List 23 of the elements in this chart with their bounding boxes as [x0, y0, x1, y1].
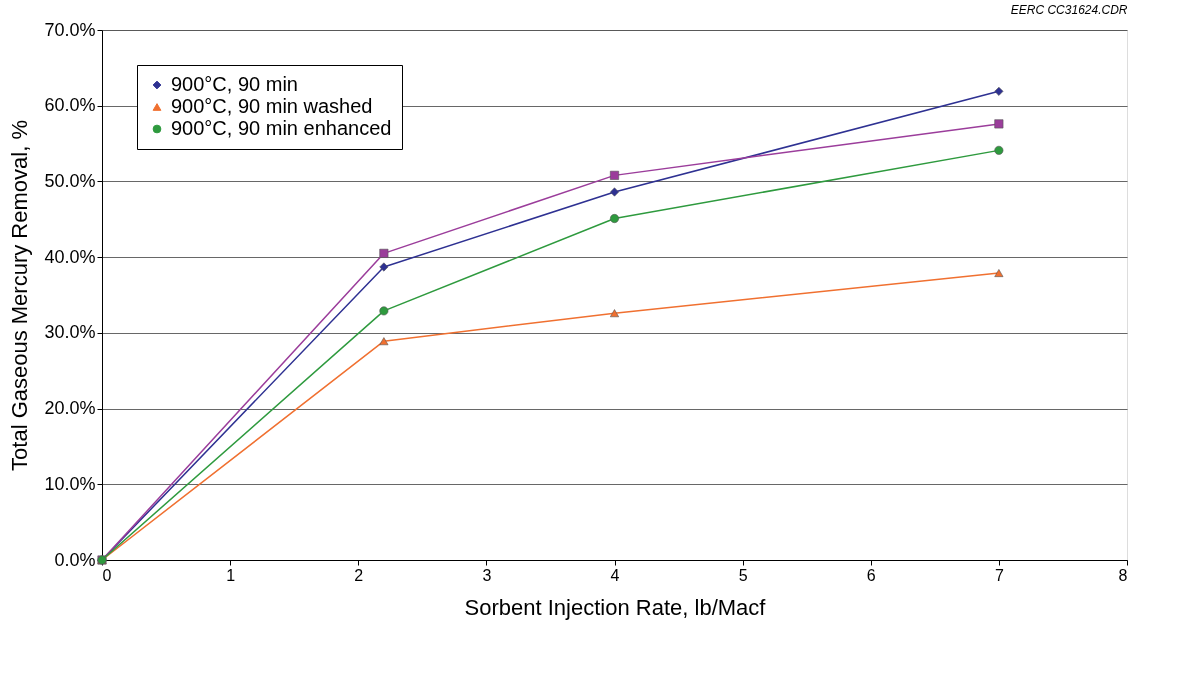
y-tick-label: 20.0% — [44, 398, 96, 419]
y-tick-label: 40.0% — [44, 246, 96, 267]
y-tick-label: 0.0% — [54, 549, 96, 570]
x-tick-label: 6 — [866, 566, 876, 584]
x-tick-label: 3 — [482, 566, 492, 584]
x-tick-label: 0 — [102, 566, 112, 584]
y-axis-title: Total Gaseous Mercury Removal, % — [7, 120, 33, 471]
x-tick-label: 5 — [738, 566, 748, 584]
legend-label: 900°C, 90 min washed — [171, 95, 373, 117]
legend-label: 900°C, 90 min — [171, 73, 298, 95]
x-tick-label: 2 — [354, 566, 364, 584]
x-tick-label: 1 — [226, 566, 236, 584]
text: EERC CC31624.CDR — [1010, 3, 1128, 17]
y-tick-label: 50.0% — [44, 170, 96, 191]
legend-label: 900°C, 90 min enhanced — [171, 117, 392, 139]
x-tick-label: 8 — [1118, 566, 1128, 584]
y-tick-label: 10.0% — [44, 473, 96, 494]
y-tick-label: 60.0% — [44, 95, 96, 116]
x-tick-label: 4 — [610, 566, 620, 584]
y-tick-label: 30.0% — [44, 322, 96, 343]
y-tick-label: 70.0% — [44, 19, 96, 40]
x-tick-label: 7 — [994, 566, 1004, 584]
x-axis-title: Sorbent Injection Rate, lb/Macf — [464, 594, 767, 620]
